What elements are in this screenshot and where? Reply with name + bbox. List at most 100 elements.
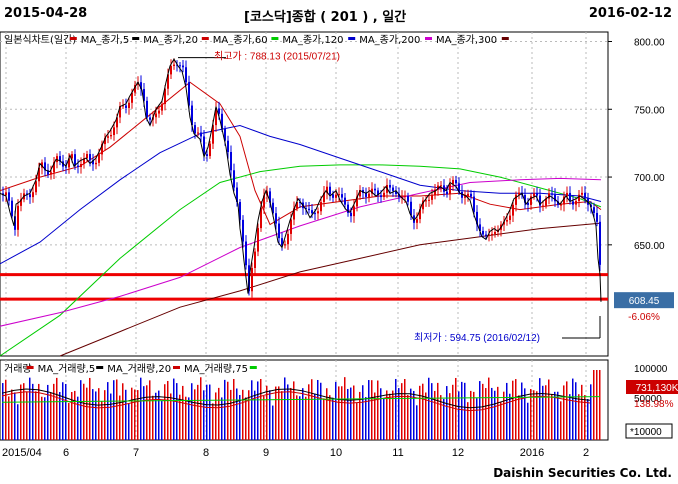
volume-bar [317,379,319,440]
candle-body [353,206,355,217]
candle-body [335,194,337,198]
volume-bar [134,389,136,440]
volume-bar [275,386,277,440]
volume-bar [200,377,202,440]
candle-body [374,188,376,191]
volume-bar [119,395,121,440]
candle-body [428,199,430,201]
volume-bar [542,385,544,440]
candle-body [383,192,385,198]
volume-bar [353,385,355,440]
volume-bar [137,390,139,440]
volume-bar [431,383,433,440]
candle-body [218,108,220,114]
volume-bar [227,381,229,440]
candle-body [566,192,568,197]
volume-bar [221,397,223,440]
candle-body [14,216,16,230]
volume-bar [359,391,361,440]
volume-bar [521,382,523,440]
last-volume-box [626,380,678,394]
candle-body [233,170,235,188]
volume-bar [515,379,517,440]
legend-swatch [501,37,509,40]
x-tick-label: 9 [263,447,269,459]
volume-bar [479,381,481,440]
volume-bar [74,390,76,440]
volume-bar [182,385,184,440]
ma-line [0,164,602,357]
volume-bar [425,392,427,440]
candle-body [185,67,187,83]
candle-body [44,162,46,171]
candle-body [38,167,40,182]
candle-body [485,234,487,236]
volume-bar [296,395,298,440]
candle-body [113,127,115,136]
volume-bar [437,382,439,440]
candle-body [281,238,283,246]
candle-body [305,208,307,210]
candle-body [161,104,163,111]
candle-body [287,233,289,245]
candle-body [392,187,394,191]
candle-body [515,194,517,205]
volume-bar [122,383,124,440]
candle-body [431,195,433,200]
volume-bar [161,400,163,440]
candle-body [11,200,13,217]
volume-bar [449,393,451,440]
candle-body [197,132,199,134]
candle-body [569,192,571,202]
candle-body [380,195,382,198]
candle-body [311,210,313,214]
candle-body [575,201,577,205]
candle-body [446,191,448,195]
candle-body [470,193,472,197]
candle-body [179,65,181,67]
volume-bar [404,379,406,440]
candle-body [542,205,544,207]
candle-body [551,193,553,195]
volume-bar [44,397,46,440]
volume-bar [47,384,49,440]
y-tick-label: 650.00 [634,241,665,252]
y-tick-label: 800.00 [634,37,665,48]
volume-bar [503,391,505,440]
volume-bar [536,391,538,440]
volume-bar [125,389,127,440]
candle-body [212,125,214,144]
volume-bar [338,386,340,440]
volume-bar [488,377,490,440]
volume-bar [107,382,109,440]
volume-bar [500,402,502,440]
candle-body [533,193,535,197]
volume-bar [287,384,289,440]
volume-bar [188,397,190,440]
volume-bar [179,394,181,440]
volume-bar [80,380,82,440]
candle-body [509,215,511,221]
volume-bar [113,380,115,440]
volume-bar [593,370,595,440]
candle-body [242,219,244,242]
candle-body [332,194,334,198]
volume-bar [251,380,253,440]
candle-body [149,117,151,120]
candle-body [464,196,466,198]
volume-bar [371,380,373,440]
candle-body [239,201,241,220]
candle-body [56,156,58,163]
ma-line [0,177,602,327]
x-tick-label: 12 [452,447,464,459]
volume-legend-swatch [249,366,257,369]
volume-bar [485,388,487,440]
volume-legend-swatch [173,366,180,369]
volume-bar [557,391,559,440]
volume-bar [218,387,220,440]
candle-body [368,193,370,197]
volume-bar [176,383,178,440]
candle-body [455,179,457,184]
candle-body [74,154,76,166]
candle-body [116,117,118,128]
